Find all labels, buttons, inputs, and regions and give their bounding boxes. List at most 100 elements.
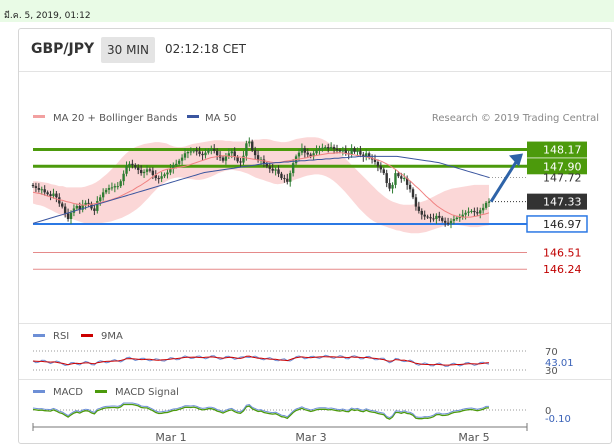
macd-signal-line: [32, 403, 489, 420]
candle-body: [297, 152, 301, 157]
candle-body: [487, 201, 491, 203]
candle-body: [397, 173, 400, 177]
candle-body: [338, 150, 342, 152]
x-tick-label: Mar 5: [458, 431, 489, 443]
candle-body: [373, 159, 377, 162]
candle-body: [356, 150, 359, 153]
candle-body: [335, 148, 339, 151]
candle-body: [142, 171, 146, 174]
candle-body: [122, 173, 125, 182]
ma50-legend-label: MA 50: [205, 113, 236, 124]
candle-body: [81, 204, 84, 210]
candle-body: [58, 197, 61, 204]
candle-body: [104, 189, 108, 193]
rsi-70-label: 70: [545, 347, 558, 358]
candle-body: [303, 148, 307, 153]
candle-body: [438, 215, 441, 218]
candle-body: [341, 150, 345, 152]
candle-body: [321, 147, 324, 149]
candle-body: [236, 157, 239, 162]
timeframe-button[interactable]: 30 MIN: [101, 37, 155, 63]
bb-legend-swatch: [33, 115, 45, 118]
rsi-9ma-line: [32, 355, 490, 366]
candle-body: [452, 219, 456, 221]
candle-body: [239, 161, 242, 163]
candle-body: [479, 210, 482, 214]
candle-body: [420, 210, 423, 215]
level-label: 146.51: [543, 246, 582, 259]
candle-body: [379, 166, 383, 170]
candle-body: [107, 188, 111, 190]
rsi-line: [32, 354, 490, 367]
candle-body: [52, 193, 55, 197]
resistance-label-box: [527, 141, 587, 158]
candle-body: [435, 215, 438, 219]
candle-body: [131, 163, 134, 166]
candle-body: [432, 218, 435, 220]
candle-body: [376, 161, 380, 167]
macd-legend-label: MACD: [53, 387, 83, 398]
candle-body: [484, 202, 488, 208]
forecast-arrow-head: [509, 153, 523, 167]
candle-body: [125, 166, 128, 174]
candle-body: [291, 163, 295, 174]
bollinger-band: [33, 137, 489, 234]
candle-body: [289, 173, 292, 182]
candle-body: [426, 216, 429, 218]
candle-body: [242, 155, 245, 163]
candle-body: [332, 147, 336, 149]
candle-body: [75, 205, 79, 209]
clock-label: 02:12:18 CET: [165, 42, 246, 56]
candle-body: [414, 197, 418, 207]
candle-body: [394, 173, 397, 185]
candle-body: [251, 141, 254, 151]
candle-body: [385, 173, 388, 184]
rsi-divider: [19, 323, 611, 324]
candle-body: [43, 189, 46, 193]
candle-body: [306, 152, 309, 155]
candle-body: [96, 201, 99, 211]
candle-body: [37, 188, 41, 190]
candle-body: [34, 186, 38, 188]
candle-body: [40, 189, 43, 191]
candle-body: [391, 184, 394, 189]
candle-body: [312, 153, 315, 157]
candle-body: [31, 184, 35, 187]
candle-body: [61, 203, 64, 207]
candle-body: [446, 222, 450, 224]
candle-body: [359, 150, 362, 155]
candle-body: [210, 148, 213, 151]
candle-body: [221, 157, 225, 161]
candle-body: [93, 208, 96, 211]
candle-body: [309, 154, 312, 157]
candle-body: [204, 152, 207, 156]
candle-body: [455, 217, 459, 219]
candle-body: [411, 189, 415, 198]
candle-body: [128, 163, 131, 167]
level-label: 146.24: [543, 263, 582, 276]
candle-body: [63, 206, 67, 214]
candle-body: [186, 152, 190, 154]
forecast-arrow-shaft: [489, 159, 519, 203]
candle-body: [137, 167, 140, 171]
candle-body: [87, 202, 90, 204]
candle-body: [215, 150, 219, 156]
candle-body: [481, 207, 485, 211]
candle-body: [224, 156, 228, 161]
candle-body: [69, 212, 73, 219]
chart-card: GBP/JPY 30 MIN 02:12:18 CET MA 20 + Boll…: [18, 28, 612, 444]
ma50-line: [32, 155, 490, 224]
candle-body: [113, 186, 117, 188]
candle-body: [382, 169, 385, 174]
candle-body: [265, 163, 269, 167]
candle-body: [163, 174, 166, 177]
rsi-value: 43.01: [545, 358, 574, 369]
candle-body: [286, 178, 289, 182]
candle-body: [253, 150, 257, 156]
candle-body: [329, 147, 333, 149]
date-stamp: มี.ค. 5, 2019, 01:12: [4, 11, 91, 21]
macd-divider: [19, 379, 611, 380]
macd-zero-label: 0: [545, 406, 551, 417]
candle-body: [192, 150, 195, 152]
macd-legend-swatch: [33, 390, 45, 393]
